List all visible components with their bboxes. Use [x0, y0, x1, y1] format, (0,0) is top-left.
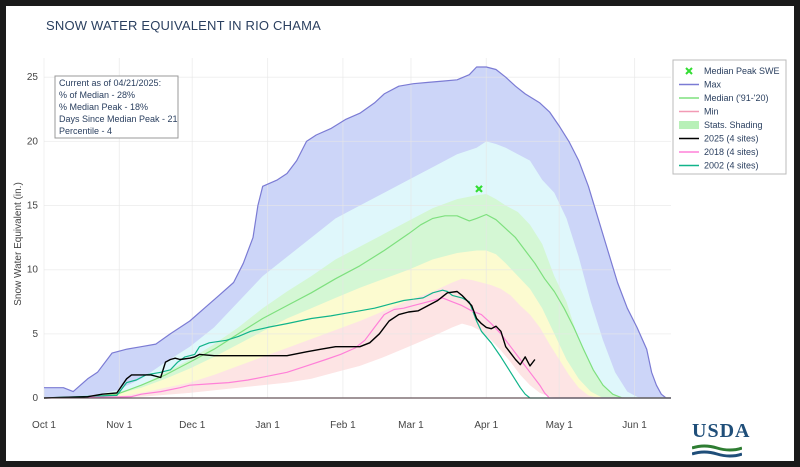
- x-tick-label: Oct 1: [32, 420, 56, 431]
- usda-logo-waves: [692, 444, 742, 458]
- band-p10: [44, 323, 671, 398]
- series-2002b: [413, 289, 671, 399]
- x-tick-label: Feb 1: [330, 420, 356, 431]
- legend: Median Peak SWE Max Median ('91-'20) Min Sta…: [672, 59, 787, 175]
- legend-label: 2025 (4 sites): [704, 134, 759, 144]
- info-line-1: Current as of 04/21/2025:: [59, 78, 161, 88]
- legend-item-median[interactable]: Median ('91-'20): [679, 93, 768, 103]
- legend-label: Median ('91-'20): [704, 93, 768, 103]
- x-tick-label: Mar 1: [398, 420, 424, 431]
- x-tick-label: Apr 1: [474, 420, 498, 431]
- info-line-5: Percentile - 4: [59, 126, 112, 136]
- y-tick-label: 5: [32, 329, 38, 340]
- x-tick-label: Nov 1: [106, 420, 133, 431]
- series-2025-4-sites-: [43, 290, 536, 399]
- series-median-91-20-: [43, 213, 671, 399]
- legend-item-shading[interactable]: Stats. Shading: [679, 120, 763, 130]
- legend-box: [672, 59, 787, 175]
- usda-logo: USDA: [692, 420, 751, 458]
- y-tick-label: 10: [27, 265, 39, 276]
- usda-logo-text: USDA: [692, 420, 751, 442]
- legend-label: Stats. Shading: [704, 120, 763, 130]
- x-tick-label: May 1: [546, 420, 574, 431]
- legend-swatch: [679, 121, 699, 129]
- legend-item-y2002[interactable]: 2002 (4 sites): [679, 161, 759, 171]
- legend-item-min[interactable]: Min: [679, 107, 719, 117]
- series-max: [44, 66, 671, 399]
- y-tick-label: 20: [27, 136, 39, 147]
- median-peak-marker: [475, 185, 483, 193]
- legend-label: 2002 (4 sites): [704, 161, 759, 171]
- x-tick-label: Jan 1: [255, 420, 280, 431]
- x-tick-label: Jun 1: [622, 420, 647, 431]
- info-line-2: % of Median - 28%: [59, 90, 135, 100]
- info-line-3: % Median Peak - 18%: [59, 102, 148, 112]
- x-tick-label: Dec 1: [179, 420, 206, 431]
- y-tick-label: 15: [27, 201, 39, 212]
- info-box-border: [54, 75, 179, 139]
- swe-chart: 0 5 10 15 20 25 Oct 1 Nov 1 Dec 1 Jan 1 Feb 1 Mar 1…: [13, 58, 787, 431]
- y-axis-label: Snow Water Equivalent (in.): [13, 182, 24, 306]
- legend-item-y2018[interactable]: 2018 (4 sites): [679, 147, 759, 157]
- y-tick-label: 25: [27, 72, 39, 83]
- legend-label: Median Peak SWE: [704, 66, 780, 76]
- legend-item-y2025[interactable]: 2025 (4 sites): [679, 134, 759, 144]
- y-tick-label: 0: [32, 393, 38, 404]
- series-2018-4-sites-: [43, 297, 671, 399]
- info-line-4: Days Since Median Peak - 21: [59, 114, 178, 124]
- legend-item-max[interactable]: Max: [679, 80, 722, 90]
- legend-label: 2018 (4 sites): [704, 147, 759, 157]
- info-box: Current as of 04/21/2025: % of Median - …: [54, 75, 179, 139]
- chart-title: SNOW WATER EQUIVALENT IN RIO CHAMA: [46, 18, 322, 33]
- legend-label: Min: [704, 107, 719, 117]
- legend-label: Max: [704, 80, 722, 90]
- legend-item-median_peak[interactable]: Median Peak SWE: [685, 66, 780, 76]
- chart-frame: SNOW WATER EQUIVALENT IN RIO CHAMA 0 5 10 1…: [6, 6, 794, 461]
